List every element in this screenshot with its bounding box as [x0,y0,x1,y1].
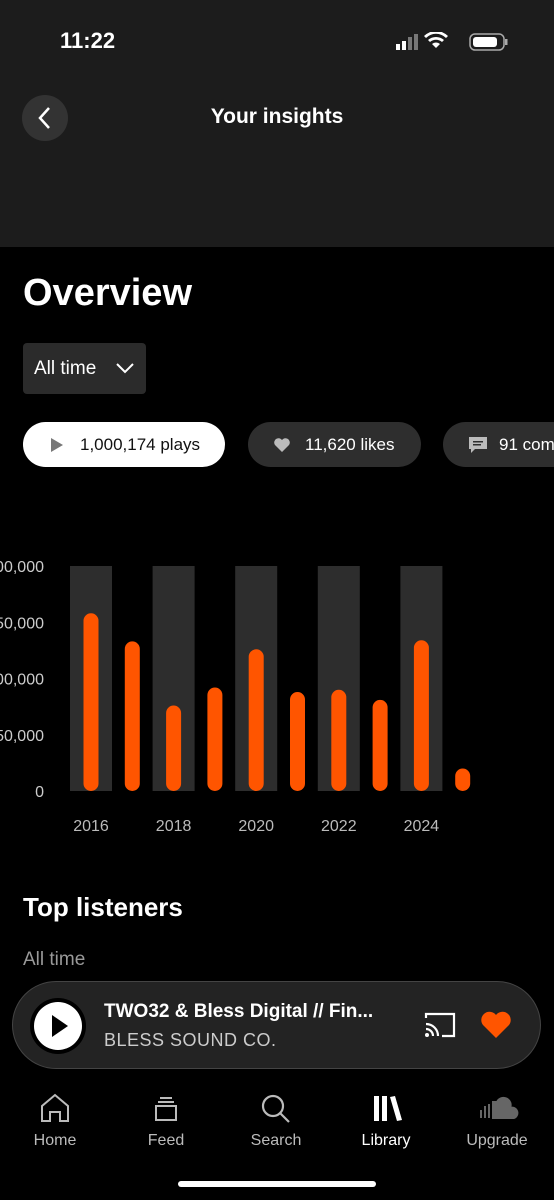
cast-button[interactable] [424,1012,456,1038]
home-indicator [178,1181,376,1187]
header-bg [0,0,554,247]
x-tick-label: 2022 [321,818,357,835]
tab-label[interactable]: Feed [147,1132,185,1149]
x-tick-label: 2024 [404,818,440,835]
stat-label: 11,620 likes [305,435,395,454]
stat-label: 91 comments [499,435,554,454]
bar [124,641,140,791]
bar [372,699,388,791]
tab-label[interactable]: Upgrade [466,1132,528,1149]
bar [248,649,264,791]
play-button[interactable] [28,996,88,1056]
status-icons [396,32,508,51]
clock: 11:22 [60,28,116,53]
bar [331,689,347,791]
tab-label[interactable]: Home [33,1132,77,1149]
stat-label: 1,000,174 plays [80,435,201,454]
track-title: TWO32 & Bless Digital // Fin... [104,1001,374,1022]
bar [455,768,471,791]
stat-pill[interactable]: 91 comments [443,422,554,467]
plays-chart: 0 50,000 100,000 150,000 200,000 2016 2018 2020… [0,559,471,835]
tab-label[interactable]: Search [250,1132,302,1149]
x-tick-label: 2018 [156,818,192,835]
y-tick-label: 0 [35,784,44,801]
period-label: All time [23,949,86,970]
y-tick-label: 150,000 [0,615,44,632]
mini-player[interactable] [12,981,541,1069]
stat-pill[interactable]: 11,620 likes [248,422,421,467]
tab-label[interactable]: Library [361,1132,411,1149]
stat-pill[interactable]: 1,000,174 plays [23,422,225,467]
y-tick-label: 50,000 [0,728,44,745]
period-label: All time [34,358,97,379]
section-title: Overview [23,272,192,314]
period-dropdown[interactable]: All time [23,343,146,394]
section-title: Top listeners [23,892,183,922]
bar [83,613,99,791]
bar [166,705,182,791]
back-button[interactable] [22,95,68,141]
x-tick-label: 2020 [238,818,274,835]
x-tick-label: 2016 [73,818,109,835]
y-tick-label: 200,000 [0,559,44,576]
bar [413,640,429,791]
page-title: Your insights [210,105,344,128]
y-tick-label: 100,000 [0,672,44,689]
tab-icons [41,1093,519,1123]
bar [207,687,223,791]
like-button[interactable] [480,1011,512,1039]
track-artist: BLESS SOUND CO. [104,1030,277,1050]
bar [290,692,305,791]
